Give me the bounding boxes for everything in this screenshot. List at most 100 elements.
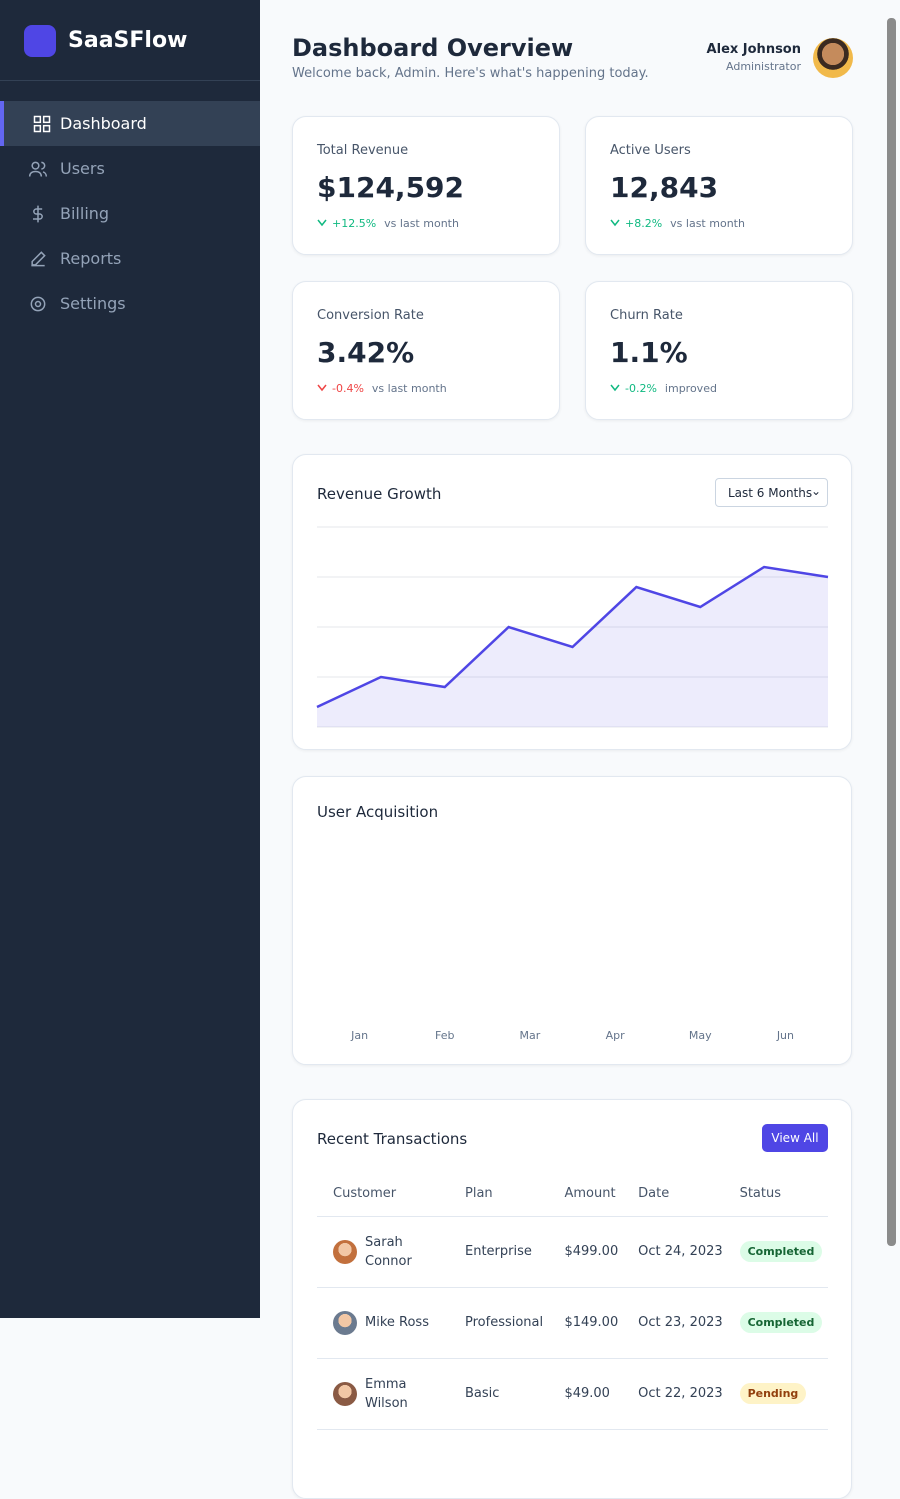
trend-icon: [610, 219, 620, 227]
scrollbar[interactable]: [887, 18, 896, 1246]
acquisition-chart: Jan Feb Mar Apr May Jun: [350, 1029, 794, 1042]
stat-value: 1.1%: [610, 336, 688, 369]
nav-icon: [33, 205, 43, 223]
stat-note: vs last month: [384, 217, 459, 230]
stat-change: -0.2%: [625, 382, 657, 395]
header-row: Customer Plan Amount Date Status: [317, 1172, 828, 1217]
stat-value: 3.42%: [317, 336, 415, 369]
cell-text: $49.00: [564, 1386, 610, 1401]
stat-change: -0.4%: [332, 382, 364, 395]
range-select-text: Last 6 Months: [728, 486, 813, 500]
cell: Sarah Connor: [317, 1216, 449, 1288]
cell: Oct 24, 2023: [622, 1216, 724, 1288]
stat-note: improved: [664, 382, 717, 395]
cell-text: Basic: [465, 1386, 500, 1401]
page-title: Dashboard Overview: [292, 34, 574, 62]
avatar: [333, 1310, 357, 1335]
cell: Basic: [449, 1358, 549, 1430]
customer-name: Sarah Connor: [365, 1234, 412, 1269]
cell-text: $149.00: [564, 1315, 619, 1330]
customer-name: Mike Ross: [365, 1315, 429, 1330]
nav-item[interactable]: Dashboard: [0, 101, 260, 146]
table-row[interactable]: Emma Wilson Basic $49.00 Oct 22, 2023 Pendin…: [317, 1358, 828, 1430]
column-header: Customer: [317, 1172, 449, 1217]
x-tick-label: May: [689, 1029, 712, 1042]
nav-item[interactable]: Users: [0, 146, 260, 191]
avatar: [333, 1239, 357, 1264]
stat-change-row: +8.2% vs last month: [610, 217, 745, 230]
cell: Emma Wilson: [317, 1358, 449, 1430]
divider: [0, 80, 260, 81]
nav-label: Users: [60, 159, 105, 178]
stat-label: Churn Rate: [610, 308, 683, 323]
x-tick-label: Apr: [606, 1029, 626, 1042]
cell-text: Oct 23, 2023: [638, 1315, 723, 1330]
view-all-button[interactable]: View All: [762, 1124, 828, 1152]
cell: Oct 22, 2023: [622, 1358, 724, 1430]
nav-icon: [28, 161, 48, 177]
acquisition-card: User Acquisition Jan Feb Mar Apr May Jun: [292, 776, 852, 1065]
stat-value: $124,592: [317, 171, 465, 204]
brand-name: SaaSFlow: [68, 28, 188, 53]
user-avatar[interactable]: [813, 38, 853, 78]
cell: Enterprise: [449, 1216, 549, 1288]
cell-text: Enterprise: [465, 1244, 532, 1259]
cell: $499.00: [548, 1216, 623, 1288]
stat-change: +12.5%: [332, 217, 377, 230]
trend-icon: [317, 384, 327, 392]
cell: Oct 23, 2023: [622, 1287, 724, 1359]
stat-card: Conversion Rate 3.42% -0.4% vs last month: [292, 281, 560, 420]
cell: $149.00: [548, 1287, 623, 1359]
chart-title: Revenue Growth: [317, 485, 442, 503]
cell: Professional: [449, 1287, 549, 1359]
x-tick-label: Jun: [776, 1029, 794, 1042]
range-select[interactable]: Last 6 Months ⌄: [715, 478, 828, 507]
chart-title: User Acquisition: [317, 803, 439, 821]
page-subtitle: Welcome back, Admin. Here's what's happe…: [292, 66, 649, 81]
cell-text: Oct 22, 2023: [638, 1386, 723, 1401]
stat-change-row: -0.2% improved: [610, 382, 717, 395]
nav-label: Billing: [60, 204, 110, 223]
nav-item[interactable]: Billing: [0, 191, 260, 236]
nav-icon: [30, 296, 46, 312]
cell-text: Professional: [465, 1315, 544, 1330]
transactions-table: Customer Plan Amount Date Status Sarah Connor…: [317, 1172, 828, 1430]
customer: Mike Ross: [333, 1310, 449, 1335]
stat-card: Total Revenue $124,592 +12.5% vs last month: [292, 116, 560, 255]
cell: $49.00: [548, 1358, 623, 1430]
nav-icon: [33, 115, 51, 133]
user-name[interactable]: Alex Johnson: [706, 42, 801, 57]
status-badge: Completed: [739, 1312, 823, 1333]
customer: Emma Wilson: [333, 1375, 449, 1413]
trend-icon: [610, 384, 620, 392]
stat-change: +8.2%: [625, 217, 663, 230]
stat-note: vs last month: [670, 217, 745, 230]
cell: Pending: [723, 1358, 828, 1430]
stat-label: Total Revenue: [317, 143, 409, 158]
table-row[interactable]: Sarah Connor Enterprise $499.00 Oct 24, 202…: [317, 1216, 828, 1288]
trend-icon: [317, 219, 327, 227]
brand-logo: [24, 25, 56, 57]
column-header: Status: [723, 1172, 828, 1217]
user-role: Administrator: [726, 60, 801, 73]
column-header: Date: [622, 1172, 724, 1217]
stat-card: Churn Rate 1.1% -0.2% improved: [585, 281, 853, 420]
cell: Completed: [723, 1216, 828, 1288]
nav-item[interactable]: Reports: [0, 236, 260, 281]
x-tick-label: Mar: [520, 1029, 541, 1042]
stat-note: vs last month: [371, 382, 447, 395]
nav-item[interactable]: Settings: [0, 281, 260, 326]
stat-change-row: -0.4% vs last month: [317, 382, 447, 395]
cell-text: $499.00: [564, 1244, 619, 1259]
customer-name: Emma Wilson: [365, 1376, 408, 1411]
x-tick-label: Jan: [350, 1029, 368, 1042]
revenue-card: Revenue Growth Last 6 Months ⌄: [292, 454, 852, 750]
table-title: Recent Transactions: [317, 1130, 468, 1148]
table-row[interactable]: Mike Ross Professional $149.00 Oct 23, 2023…: [317, 1287, 828, 1359]
stat-label: Active Users: [610, 143, 691, 158]
x-tick-label: Feb: [435, 1029, 454, 1042]
nav-label: Reports: [60, 249, 122, 268]
transactions-card: Recent Transactions View All Customer Pla…: [292, 1099, 852, 1499]
sidebar: SaaSFlow Dashboard Users Billing Reports Set…: [0, 0, 260, 1318]
